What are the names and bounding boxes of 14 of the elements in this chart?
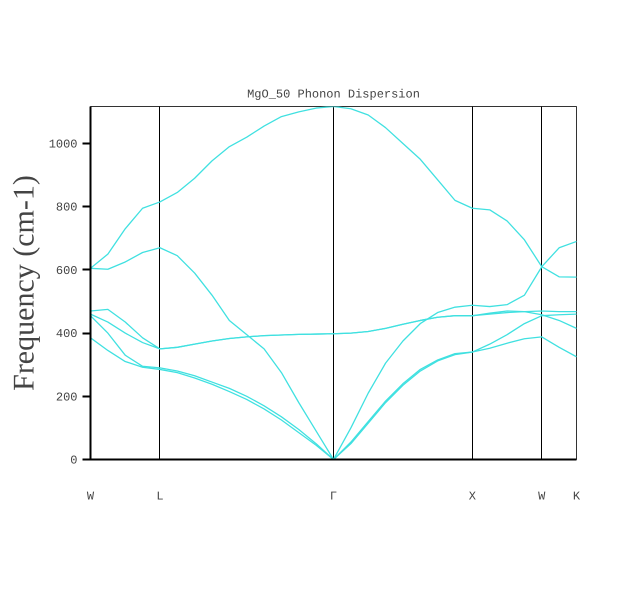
chart-title: MgO_50 Phonon Dispersion	[247, 88, 420, 102]
x-tick-label: W	[86, 490, 95, 504]
y-tick-label: 0	[70, 454, 78, 468]
y-axis-title: Frequency (cm-1)	[8, 175, 41, 391]
x-tick-label: W	[538, 490, 546, 504]
y-tick-label: 600	[56, 264, 78, 278]
x-tick-label: X	[468, 490, 476, 504]
y-tick-label: 1000	[48, 137, 78, 152]
x-tick-label: K	[572, 490, 581, 504]
x-tick-label: L	[156, 490, 164, 504]
x-tick-label: Γ	[330, 490, 338, 504]
y-tick-label: 800	[56, 200, 78, 215]
y-tick-label: 200	[56, 390, 78, 404]
y-tick-label: 400	[56, 327, 78, 342]
